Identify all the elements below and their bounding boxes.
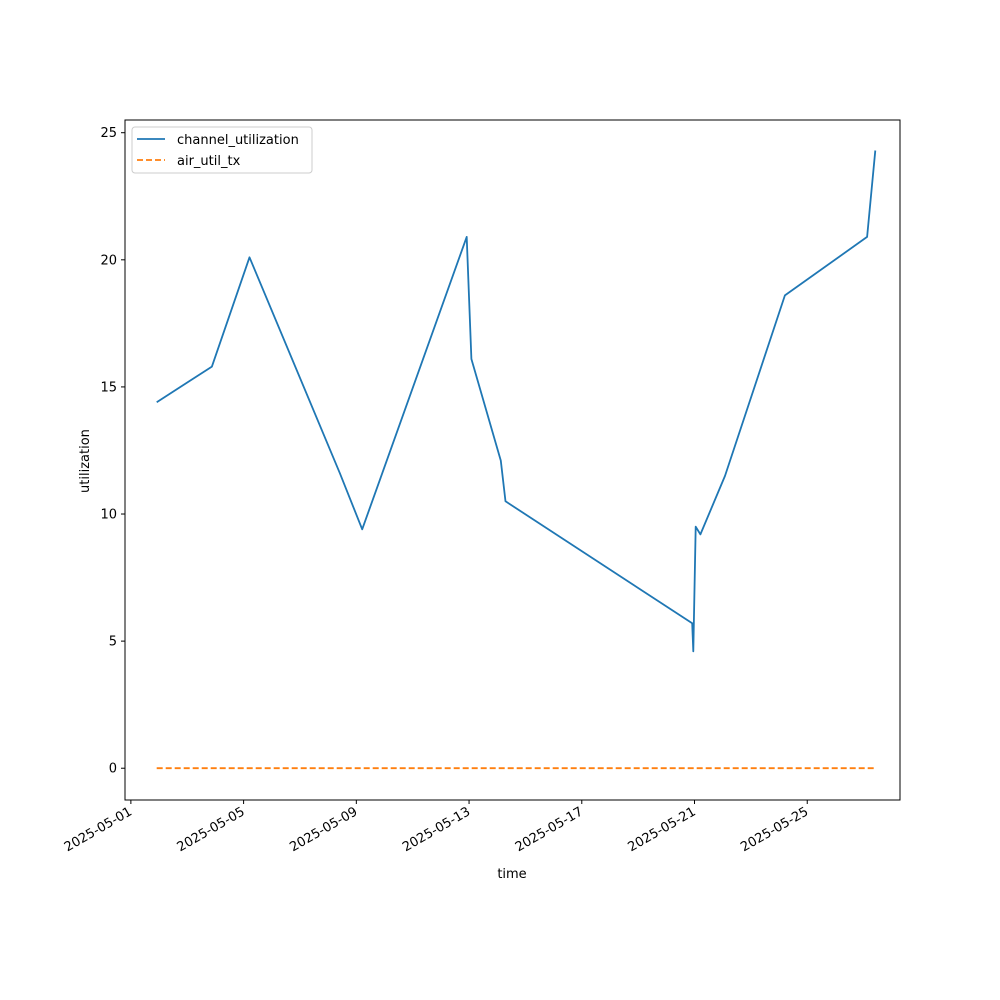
series-line-channel-utilization: [156, 150, 877, 653]
y-tick-label: 10: [100, 508, 117, 523]
legend-box: [131, 126, 313, 174]
y-axis: 0 5 10 15 20 25: [100, 126, 125, 777]
legend: channel_utilization air_util_tx: [131, 126, 313, 174]
y-tick-label: 20: [100, 253, 117, 268]
x-tick-label: 2025-05-25: [738, 804, 811, 855]
plot-area: [125, 120, 900, 800]
x-axis-label: time: [497, 867, 526, 882]
x-axis: 2025-05-01 2025-05-05 2025-05-09 2025-05-13…: [62, 800, 811, 855]
x-tick-label: 2025-05-21: [626, 804, 699, 855]
plot-frame: [124, 119, 901, 801]
x-tick-label: 2025-05-13: [400, 804, 473, 855]
y-tick-label: 5: [109, 635, 117, 650]
x-tick-label: 2025-05-17: [513, 804, 586, 855]
y-tick-label: 0: [109, 762, 117, 777]
series-layer: [156, 150, 877, 770]
y-tick-label: 25: [100, 126, 117, 141]
legend-label: channel_utilization: [177, 133, 299, 148]
x-tick-label: 2025-05-05: [175, 804, 248, 855]
y-axis-label: utilization: [78, 429, 93, 493]
legend-label: air_util_tx: [177, 154, 241, 169]
x-tick-label: 2025-05-09: [287, 804, 360, 855]
x-tick-label: 2025-05-01: [62, 804, 135, 855]
y-tick-label: 15: [100, 380, 117, 395]
